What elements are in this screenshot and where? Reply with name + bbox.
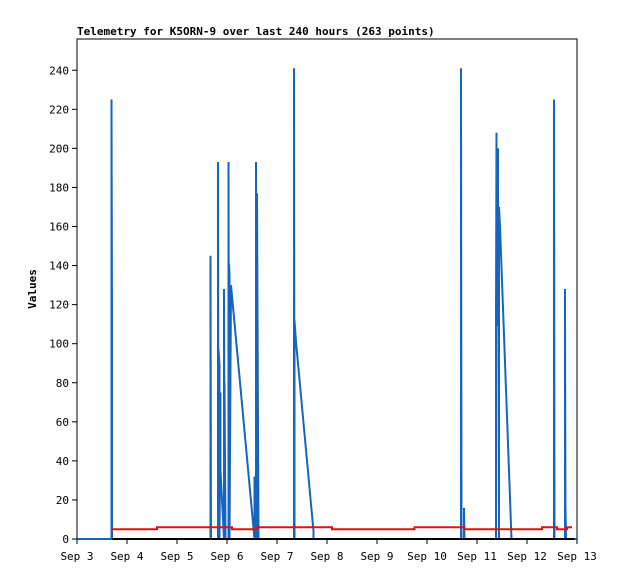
x-tick-label: Sep 13: [557, 550, 597, 563]
y-tick-label: 100: [49, 338, 69, 351]
x-axis: Sep 3 Sep 4 Sep 5 Sep 6 Sep 7 Sep 8 Sep 9 Sep 1…: [60, 539, 597, 563]
y-tick-label: 20: [56, 494, 69, 507]
x-tick-label: Sep 3: [60, 550, 93, 563]
y-tick-label: 180: [49, 181, 69, 194]
y-tick-label: 140: [49, 260, 69, 273]
y-tick-label: 200: [49, 142, 69, 155]
x-tick-label: Sep 7: [260, 550, 293, 563]
y-tick-label: 0: [62, 533, 69, 546]
x-tick-label: Sep 4: [110, 550, 143, 563]
y-tick-label: 120: [49, 299, 69, 312]
y-tick-label: 220: [49, 103, 69, 116]
x-tick-label: Sep 8: [310, 550, 343, 563]
chart-title: Telemetry for K5ORN-9 over last 240 hour…: [77, 25, 435, 38]
y-tick-label: 240: [49, 64, 69, 77]
series-2-line: [112, 526, 572, 531]
x-tick-label: Sep 6: [210, 550, 243, 563]
series-layer: [77, 68, 577, 540]
x-tick-label: Sep 5: [160, 550, 193, 563]
y-tick-label: 60: [56, 416, 69, 429]
y-tick-label: 160: [49, 221, 69, 234]
y-tick-label: 80: [56, 377, 69, 390]
x-tick-label: Sep 11: [457, 550, 497, 563]
x-tick-label: Sep 10: [407, 550, 447, 563]
x-tick-label: Sep 12: [507, 550, 547, 563]
y-axis: 0 20 40 60 80 100 120 140 160 180 200 220 240: [49, 64, 77, 546]
x-tick-label: Sep 9: [360, 550, 393, 563]
series-1-line: [77, 68, 577, 540]
y-tick-label: 40: [56, 455, 69, 468]
y-axis-label: Values: [26, 269, 39, 309]
